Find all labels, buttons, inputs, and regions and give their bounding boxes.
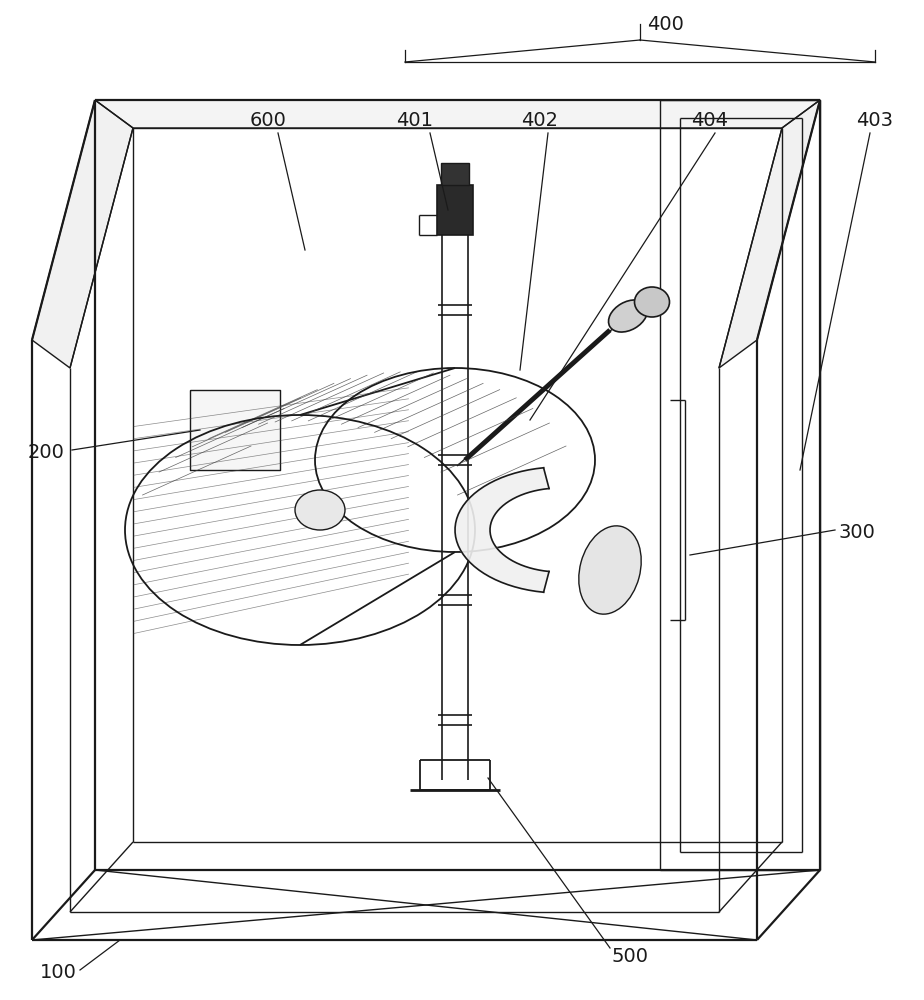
Ellipse shape: [295, 490, 345, 530]
Ellipse shape: [578, 526, 641, 614]
Ellipse shape: [609, 300, 648, 332]
Text: 200: 200: [28, 442, 65, 462]
Text: 500: 500: [612, 948, 649, 966]
Polygon shape: [719, 100, 820, 368]
Polygon shape: [32, 100, 133, 368]
Ellipse shape: [635, 287, 670, 317]
Polygon shape: [95, 100, 820, 128]
Text: 404: 404: [691, 110, 728, 129]
Text: 100: 100: [40, 962, 77, 982]
Bar: [441, 163, 469, 185]
Text: 401: 401: [396, 110, 433, 129]
Polygon shape: [455, 468, 549, 592]
Text: 402: 402: [521, 110, 558, 129]
Polygon shape: [190, 390, 280, 470]
Bar: [437, 185, 473, 235]
Text: 403: 403: [857, 110, 894, 129]
Text: 300: 300: [838, 522, 875, 542]
Text: 400: 400: [647, 14, 684, 33]
Text: 600: 600: [249, 110, 286, 129]
